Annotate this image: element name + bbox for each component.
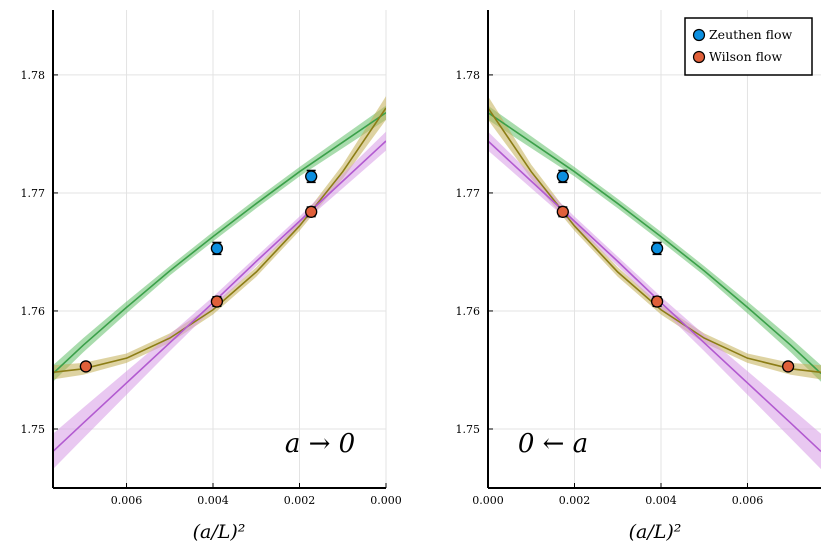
point-right-0-1 [650,242,664,255]
y-tick-label-right-3: 1.78 [456,69,481,82]
y-tick-label-left-0: 1.75 [21,423,46,436]
point-left-1-0 [305,205,318,218]
fit-band-left-0 [53,105,386,382]
fit-band-right-1 [488,96,821,380]
x-tick-label-right-3: 0.006 [732,494,764,507]
x-tick-label-left-0: 0.006 [111,494,143,507]
fit-band-right-0 [488,105,821,382]
y-tick-label-left-3: 1.78 [21,69,46,82]
legend-marker-zeuthen [692,28,706,42]
panel-right: 0.000 0.002 0.004 0.006 1.75 1.76 1.77 1.78 0 ←… [456,10,821,543]
bands-right [488,96,821,470]
legend-label-wilson: Wilson flow [709,49,782,64]
y-tick-label-left-1: 1.76 [21,305,46,318]
fit-line-right-0 [488,112,821,375]
x-tick-label-left-3: 0.000 [370,494,402,507]
point-left-1-1 [210,295,224,308]
fit-line-right-1 [488,107,821,374]
fit-band-left-1 [53,96,386,380]
grid-right [487,10,821,488]
point-right-0-0 [556,170,569,183]
grid-left [53,10,387,488]
x-tick-label-right-1: 0.002 [559,494,591,507]
x-axis-label-right: (a/L)² [629,521,682,543]
legend: Zeuthen flow Wilson flow [684,17,813,76]
x-tick-label-left-2: 0.002 [284,494,316,507]
point-right-1-0 [556,205,569,218]
bands-left [53,96,386,470]
x-tick-label-right-0: 0.000 [472,494,504,507]
point-left-1-2 [79,360,93,373]
legend-box [684,17,813,76]
points-left [79,169,318,373]
point-left-0-1 [210,242,224,255]
x-tick-label-right-2: 0.004 [645,494,677,507]
panel-left: 0.006 0.004 0.002 0.000 1.75 1.76 1.77 1.78 a →… [21,10,402,543]
axes-left [52,10,386,489]
y-tick-label-right-0: 1.75 [456,423,481,436]
x-axis-label-left: (a/L)² [193,521,246,543]
legend-marker-wilson [692,50,706,64]
points-right [556,169,795,373]
y-tick-label-right-1: 1.76 [456,305,481,318]
x-tick-label-left-1: 0.004 [197,494,229,507]
fit-line-left-1 [53,107,386,374]
ticks-left: 0.006 0.004 0.002 0.000 1.75 1.76 1.77 1.78 [21,69,402,507]
point-right-1-1 [650,295,664,308]
annotation-right: 0 ← a [518,429,588,459]
legend-label-zeuthen: Zeuthen flow [709,27,792,42]
y-tick-label-right-2: 1.77 [456,187,481,200]
y-tick-label-left-2: 1.77 [21,187,46,200]
axes-right [487,10,821,489]
annotation-left: a → 0 [285,429,355,459]
ticks-right: 0.000 0.002 0.004 0.006 1.75 1.76 1.77 1.78 [456,69,764,507]
point-left-0-0 [305,170,318,183]
fit-line-left-0 [53,112,386,375]
point-right-1-2 [781,360,795,373]
